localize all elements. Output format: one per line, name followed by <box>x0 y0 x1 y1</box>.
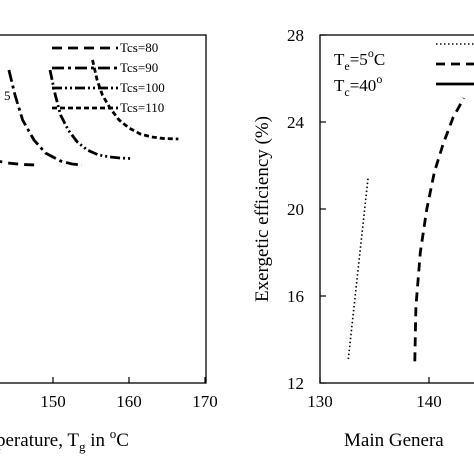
right-x-axis-title: Main Genera <box>344 430 444 451</box>
left-chart: 150 160 170 Tcs=80 Tcs=90 Tcs=100 Tcs=110 5 p… <box>0 34 218 454</box>
annotation-evaporator-temp: Te=5oC <box>334 46 385 73</box>
right-x-tick-label: 130 <box>307 392 333 411</box>
right-series-line <box>413 97 466 362</box>
right-series-line <box>347 178 369 360</box>
left-legend-label: Tcs=110 <box>120 100 164 115</box>
left-x-axis-title: perature, Tg in oC <box>0 426 129 454</box>
right-y-tick-label: 20 <box>287 200 304 219</box>
right-x-ticks: 130 140 <box>307 377 442 411</box>
right-series-group <box>347 97 466 362</box>
left-series-line <box>7 69 83 167</box>
annotation-condenser-temp: Tc=40o <box>334 72 382 99</box>
left-legend: Tcs=80 Tcs=90 Tcs=100 Tcs=110 <box>52 40 165 115</box>
left-plot-frame <box>0 34 207 384</box>
left-legend-label: Tcs=90 <box>120 60 158 75</box>
left-partial-label: 5 <box>4 88 11 103</box>
left-x-tick-label: 170 <box>192 392 218 411</box>
left-x-tick-label: 150 <box>40 392 66 411</box>
right-y-tick-label: 12 <box>287 374 304 393</box>
left-series-line <box>48 69 131 160</box>
right-y-ticks: 12 16 20 24 28 <box>287 26 326 393</box>
left-legend-label: Tcs=80 <box>120 40 158 55</box>
right-x-tick-label: 140 <box>416 392 442 411</box>
right-y-tick-label: 28 <box>287 26 304 45</box>
left-series-line <box>0 160 37 167</box>
right-chart: 12 16 20 24 28 130 140 Exergetic efficiency (… <box>252 26 474 451</box>
left-x-ticks: 150 160 170 <box>40 377 218 411</box>
left-x-tick-label: 160 <box>116 392 142 411</box>
right-y-tick-label: 16 <box>287 287 304 306</box>
right-legend <box>436 43 474 86</box>
left-legend-label: Tcs=100 <box>120 80 165 95</box>
right-y-tick-label: 24 <box>287 113 305 132</box>
right-y-axis-title: Exergetic efficiency (%) <box>252 116 273 302</box>
